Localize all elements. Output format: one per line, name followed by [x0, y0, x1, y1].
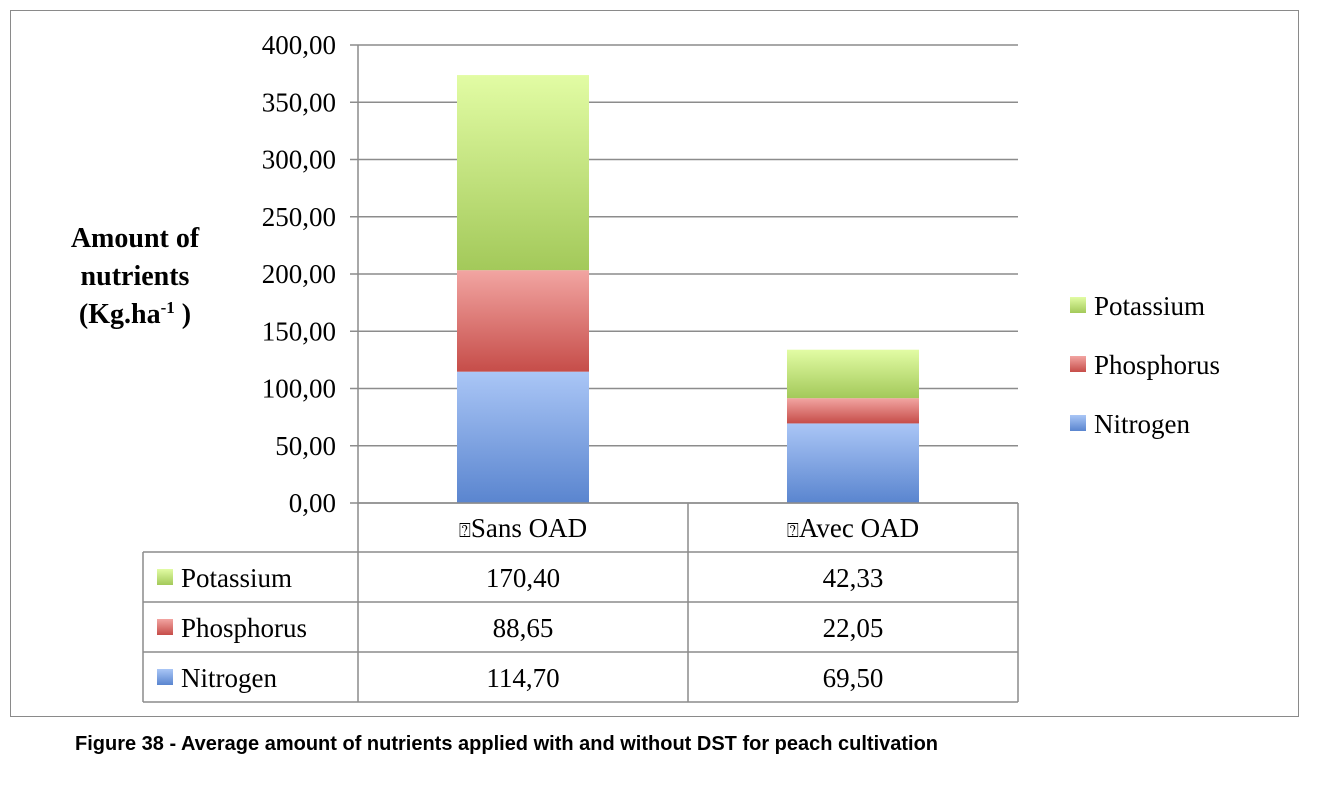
- y-tick-label: 350,00: [262, 87, 336, 117]
- table-cell-value: 88,65: [493, 613, 554, 643]
- y-tick-label: 0,00: [289, 488, 336, 518]
- table-row-header: Potassium: [181, 563, 292, 593]
- chart-frame: [10, 10, 1299, 717]
- y-axis-label-line2: nutrients: [81, 261, 190, 292]
- table-cell-value: 22,05: [823, 613, 884, 643]
- table-legend-key-potassium: [157, 569, 173, 585]
- table-legend-key-phosphorus: [157, 619, 173, 635]
- legend-label-nitrogen: Nitrogen: [1094, 409, 1190, 439]
- y-tick-label: 400,00: [262, 30, 336, 60]
- legend-key-phosphorus: [1070, 356, 1086, 372]
- category-name: Avec OAD: [799, 513, 919, 543]
- missing-glyph-icon: ⍰: [787, 518, 799, 542]
- table-cell-value: 69,50: [823, 663, 884, 693]
- bar-phosphorus-sans-oad: [457, 270, 589, 372]
- y-axis-label-sup: -1: [161, 298, 175, 317]
- bar-nitrogen-avec-oad: [787, 423, 919, 503]
- legend-label-potassium: Potassium: [1094, 291, 1205, 321]
- legend-key-potassium: [1070, 297, 1086, 313]
- y-axis-label-line3: (Kg.ha-1 ): [79, 298, 191, 330]
- table-legend-key-nitrogen: [157, 669, 173, 685]
- missing-glyph-icon: ⍰: [459, 518, 471, 542]
- category-label: ⍰Avec OAD: [787, 513, 919, 543]
- bar-potassium-avec-oad: [787, 349, 919, 399]
- table-row-header: Phosphorus: [181, 613, 307, 643]
- y-tick-label: 50,00: [275, 431, 336, 461]
- bar-potassium-sans-oad: [457, 75, 589, 271]
- table-cell-value: 42,33: [823, 563, 884, 593]
- legend-key-nitrogen: [1070, 415, 1086, 431]
- table-cell-value: 114,70: [486, 663, 559, 693]
- y-axis-label-end: ): [175, 299, 191, 330]
- y-tick-label: 200,00: [262, 259, 336, 289]
- y-tick-label: 100,00: [262, 374, 336, 404]
- category-name: Sans OAD: [471, 513, 587, 543]
- table-cell-value: 170,40: [486, 563, 560, 593]
- legend-label-phosphorus: Phosphorus: [1094, 350, 1220, 380]
- bar-nitrogen-sans-oad: [457, 371, 589, 503]
- table-row-header: Nitrogen: [181, 663, 277, 693]
- y-axis-label-unit: (Kg.ha: [79, 299, 161, 330]
- category-label: ⍰Sans OAD: [459, 513, 587, 543]
- figure-caption: Figure 38 - Average amount of nutrients …: [75, 733, 939, 755]
- bar-phosphorus-avec-oad: [787, 398, 919, 424]
- y-axis-label-line1: Amount of: [71, 223, 200, 254]
- y-tick-label: 150,00: [262, 316, 336, 346]
- y-tick-label: 300,00: [262, 145, 336, 175]
- y-tick-label: 250,00: [262, 202, 336, 232]
